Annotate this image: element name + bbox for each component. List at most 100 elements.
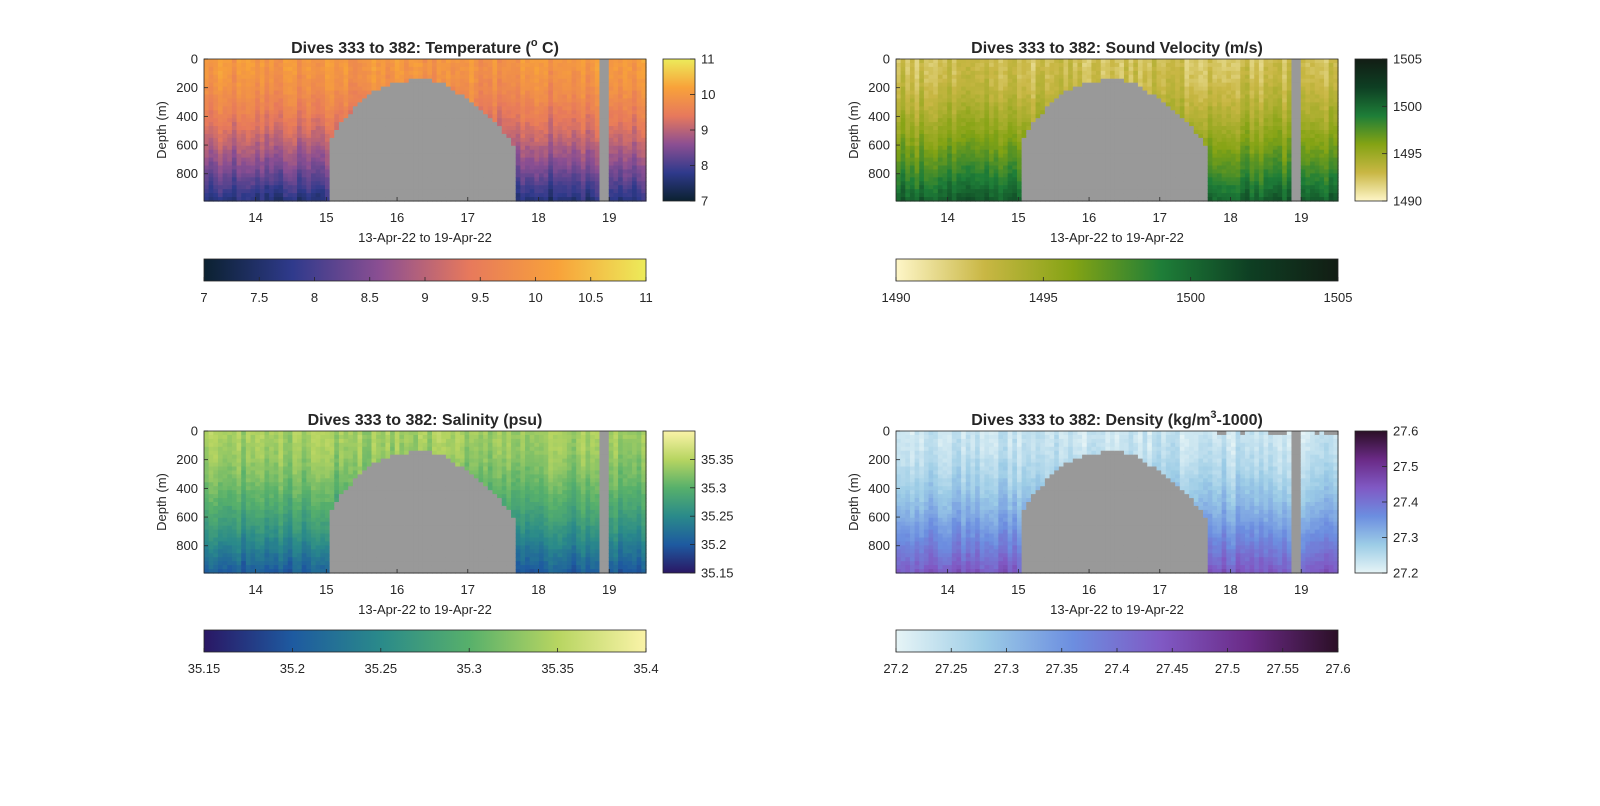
heatmap-cell [623, 173, 628, 178]
heatmap-cell [952, 162, 957, 167]
heatmap-cell [924, 162, 929, 167]
heatmap-cell [218, 98, 223, 103]
heatmap-cell [943, 102, 948, 107]
heatmap-cell [1073, 122, 1078, 127]
heatmap-cell [390, 110, 395, 115]
heatmap-cell [241, 185, 246, 190]
heatmap-cell [251, 102, 256, 107]
heatmap-cell [1068, 154, 1073, 159]
heatmap-cell [358, 185, 363, 190]
heatmap-cell [548, 177, 553, 182]
heatmap-cell [1063, 193, 1068, 198]
heatmap-cell [984, 185, 989, 190]
heatmap-cell [966, 173, 971, 178]
heatmap-cell [297, 193, 302, 198]
heatmap-cell [915, 185, 920, 190]
heatmap-cell [241, 118, 246, 123]
heatmap-cell [502, 142, 507, 147]
heatmap-cell [399, 98, 404, 103]
heatmap-cell [385, 102, 390, 107]
heatmap-cell [1077, 142, 1082, 147]
heatmap-cell [441, 102, 446, 107]
heatmap-cell [413, 150, 418, 155]
heatmap-cell [232, 106, 237, 111]
heatmap-cell [956, 150, 961, 155]
heatmap-cell [251, 63, 256, 68]
heatmap-cell [399, 122, 404, 127]
heatmap-cell [213, 110, 218, 115]
heatmap-cell [278, 150, 283, 155]
heatmap-cell [232, 118, 237, 123]
heatmap-cell [278, 130, 283, 135]
heatmap-cell [915, 142, 920, 147]
heatmap-cell [905, 63, 910, 68]
heatmap-cell [562, 177, 567, 182]
heatmap-cell [901, 185, 906, 190]
heatmap-cell [609, 63, 614, 68]
heatmap-cell [609, 193, 614, 198]
heatmap-cell [339, 114, 344, 119]
heatmap-cell [933, 118, 938, 123]
heatmap-cell [316, 181, 321, 186]
heatmap-cell [938, 162, 943, 167]
heatmap-cell [339, 110, 344, 115]
heatmap-cell [952, 150, 957, 155]
heatmap-cell [269, 118, 274, 123]
heatmap-cell [418, 193, 423, 198]
heatmap-cell [376, 75, 381, 80]
heatmap-cell [613, 150, 618, 155]
heatmap-cell [618, 126, 623, 131]
heatmap-cell [632, 126, 637, 131]
heatmap-cell [241, 166, 246, 171]
heatmap-cell [924, 177, 929, 182]
heatmap-cell [330, 75, 335, 80]
heatmap-cell [358, 134, 363, 139]
heatmap-cell [399, 166, 404, 171]
heatmap-cell [1040, 134, 1045, 139]
heatmap-cell [590, 87, 595, 92]
heatmap-cell [599, 158, 604, 163]
heatmap-cell [1036, 181, 1041, 186]
heatmap-cell [413, 162, 418, 167]
heatmap-cell [278, 63, 283, 68]
h-colorbar-tick-label: 11 [639, 290, 653, 305]
heatmap-cell [409, 102, 414, 107]
heatmap-cell [1073, 158, 1078, 163]
heatmap-cell [390, 138, 395, 143]
heatmap-cell [1026, 177, 1031, 182]
heatmap-cell [632, 173, 637, 178]
heatmap-cell [970, 185, 975, 190]
heatmap-cell [910, 106, 915, 111]
heatmap-cell [446, 138, 451, 143]
heatmap-cell [306, 67, 311, 72]
heatmap-cell [423, 134, 428, 139]
heatmap-cell [966, 189, 971, 194]
heatmap-cell [586, 138, 591, 143]
heatmap-cell [241, 134, 246, 139]
x-tick-label: 19 [602, 210, 616, 225]
heatmap-cell [905, 154, 910, 159]
heatmap-cell [479, 158, 484, 163]
heatmap-cell [947, 150, 952, 155]
heatmap-cell [455, 122, 460, 127]
heatmap-cell [488, 154, 493, 159]
heatmap-cell [1026, 59, 1031, 64]
heatmap-cell [553, 122, 558, 127]
heatmap-cell [390, 91, 395, 96]
heatmap-cell [919, 185, 924, 190]
heatmap-cell [381, 114, 386, 119]
heatmap-cell [483, 126, 488, 131]
heatmap-cell [613, 118, 618, 123]
heatmap-cell [1082, 83, 1087, 88]
heatmap-cell [376, 142, 381, 147]
heatmap-cell [599, 122, 604, 127]
heatmap-cell [1012, 177, 1017, 182]
heatmap-cell [590, 169, 595, 174]
heatmap-cell [901, 63, 906, 68]
heatmap-cell [915, 134, 920, 139]
heatmap-cell [292, 83, 297, 88]
heatmap-cell [260, 177, 265, 182]
heatmap-cell [525, 146, 530, 151]
heatmap-cell [989, 102, 994, 107]
heatmap-cell [924, 193, 929, 198]
